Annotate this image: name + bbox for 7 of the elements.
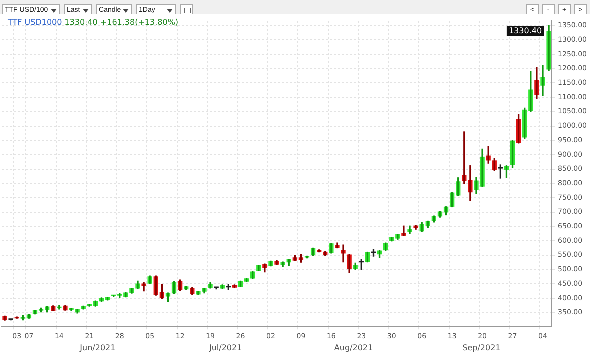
text: Sep/2021: [462, 344, 501, 353]
text: Aug/2021: [334, 344, 374, 353]
text: Jul/2021: [208, 344, 242, 353]
chart-title: TTF USD1000: [8, 18, 62, 27]
text: Jun/2021: [79, 344, 116, 353]
annotation: 1330.40: [508, 26, 542, 36]
chart-subtitle: 1330.40 +161.38(+13.80%): [64, 18, 179, 27]
